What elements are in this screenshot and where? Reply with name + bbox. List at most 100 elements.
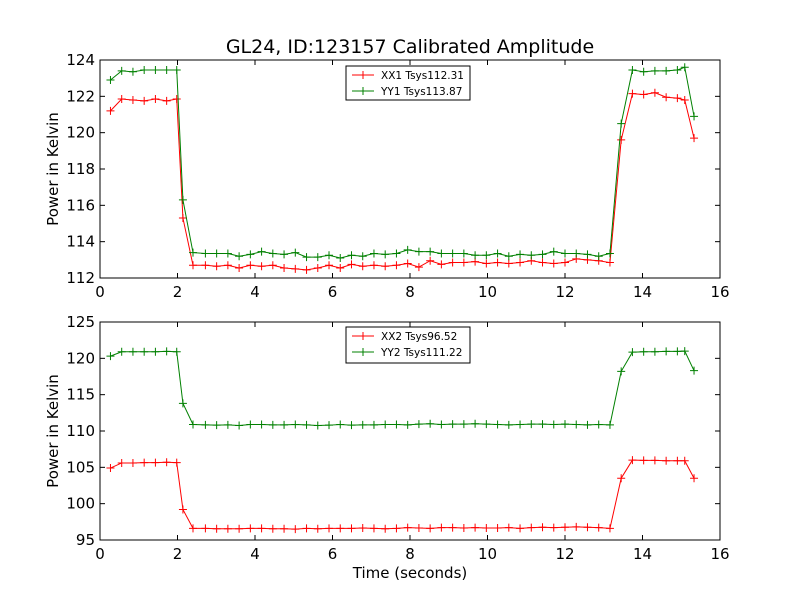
data-point-marker [162, 347, 171, 356]
data-point-marker [583, 250, 592, 259]
series-line [110, 459, 695, 530]
data-point-marker [151, 458, 160, 467]
data-point-marker [392, 261, 401, 270]
data-point-marker [493, 420, 502, 429]
data-point-marker [302, 524, 311, 533]
data-point-marker [325, 261, 334, 270]
legend: XX2 Tsys96.52 YY2 Tsys111.22 [345, 326, 471, 364]
series-xx2 [106, 456, 699, 534]
data-point-marker [538, 258, 547, 267]
data-point-marker [212, 262, 221, 271]
data-point-marker [628, 65, 637, 74]
y-tick-label: 114 [66, 233, 95, 251]
data-point-marker [605, 249, 614, 258]
data-point-marker [381, 420, 390, 429]
data-point-marker [538, 523, 547, 532]
data-point-marker [212, 249, 221, 258]
data-point-marker [403, 523, 412, 532]
data-point-marker [172, 95, 181, 104]
data-point-marker [140, 96, 149, 105]
data-point-marker [151, 347, 160, 356]
data-point-marker [268, 420, 277, 429]
data-point-marker [325, 421, 334, 430]
data-point-marker [189, 248, 197, 257]
data-point-marker [650, 456, 659, 465]
legend-swatch-marker [359, 332, 367, 340]
data-point-marker [572, 522, 581, 531]
x-axis-label: Time (seconds) [352, 564, 468, 582]
x-tick-label: 6 [328, 545, 338, 563]
data-point-marker [172, 458, 181, 467]
data-point-marker [516, 250, 525, 259]
data-point-marker [106, 106, 115, 115]
legend-label: YY2 Tsys111.22 [380, 347, 462, 359]
x-tick-label: 10 [478, 545, 497, 563]
data-point-marker [448, 523, 457, 532]
data-point-marker [583, 523, 592, 532]
data-point-marker [639, 90, 648, 99]
data-point-marker [471, 523, 480, 532]
data-point-marker [128, 347, 137, 356]
x-tick-label: 8 [405, 545, 415, 563]
data-point-marker [448, 258, 457, 267]
data-point-marker [561, 258, 569, 267]
x-tick-label: 6 [328, 283, 338, 301]
data-point-marker [336, 264, 345, 273]
data-point-marker [493, 249, 502, 258]
data-point-marker [201, 420, 210, 429]
data-point-marker [680, 63, 689, 72]
data-point-marker [246, 524, 255, 533]
data-point-marker [482, 420, 491, 429]
data-point-marker [358, 524, 367, 533]
data-point-marker [257, 247, 266, 256]
data-point-marker [549, 420, 558, 429]
y-tick-label: 105 [66, 458, 95, 476]
data-point-marker [561, 420, 569, 429]
data-point-marker [313, 421, 322, 430]
legend-label: XX2 Tsys96.52 [381, 331, 457, 343]
x-tick-label: 0 [95, 283, 105, 301]
data-point-marker [471, 419, 480, 428]
data-point-marker [459, 258, 468, 267]
data-point-marker [246, 250, 255, 259]
data-point-marker [459, 524, 468, 533]
data-point-marker [504, 252, 513, 261]
data-point-marker [128, 95, 137, 104]
data-point-marker [690, 366, 699, 375]
data-point-marker [662, 93, 671, 102]
data-point-marker [235, 421, 244, 430]
data-point-marker [172, 347, 181, 356]
data-point-marker [347, 251, 356, 260]
data-point-marker [201, 261, 210, 270]
data-point-marker [527, 251, 536, 260]
y-tick-label: 118 [66, 160, 95, 178]
data-point-marker [268, 261, 277, 270]
data-point-marker [662, 66, 671, 75]
data-point-marker [516, 524, 525, 533]
data-point-marker [673, 94, 682, 103]
data-point-marker [426, 524, 435, 533]
legend-swatch-marker [359, 87, 367, 95]
y-tick-label: 120 [66, 349, 95, 367]
data-point-marker [117, 347, 126, 356]
legend-box [345, 65, 471, 101]
data-point-marker [504, 259, 513, 268]
data-point-marker [280, 524, 289, 533]
x-tick-label: 14 [633, 283, 652, 301]
legend-box [345, 326, 471, 364]
data-point-marker [392, 249, 401, 258]
data-point-marker [482, 524, 491, 533]
data-point-marker [280, 250, 289, 259]
y-tick-label: 116 [66, 196, 95, 214]
data-point-marker [594, 523, 603, 532]
x-tick-label: 2 [173, 283, 183, 301]
data-point-marker [414, 420, 423, 429]
data-point-marker [325, 524, 334, 533]
data-point-marker [212, 421, 221, 430]
data-point-marker [178, 399, 187, 408]
subplot-2: 0 2 4 6 8 10 12 14 16 95 100 105 110 115 120 125 Power i… [44, 313, 730, 582]
data-point-marker [426, 247, 435, 256]
y-axis-label: Power in Kelvin [44, 374, 62, 488]
data-point-marker [639, 456, 648, 465]
data-point-marker [313, 264, 322, 273]
